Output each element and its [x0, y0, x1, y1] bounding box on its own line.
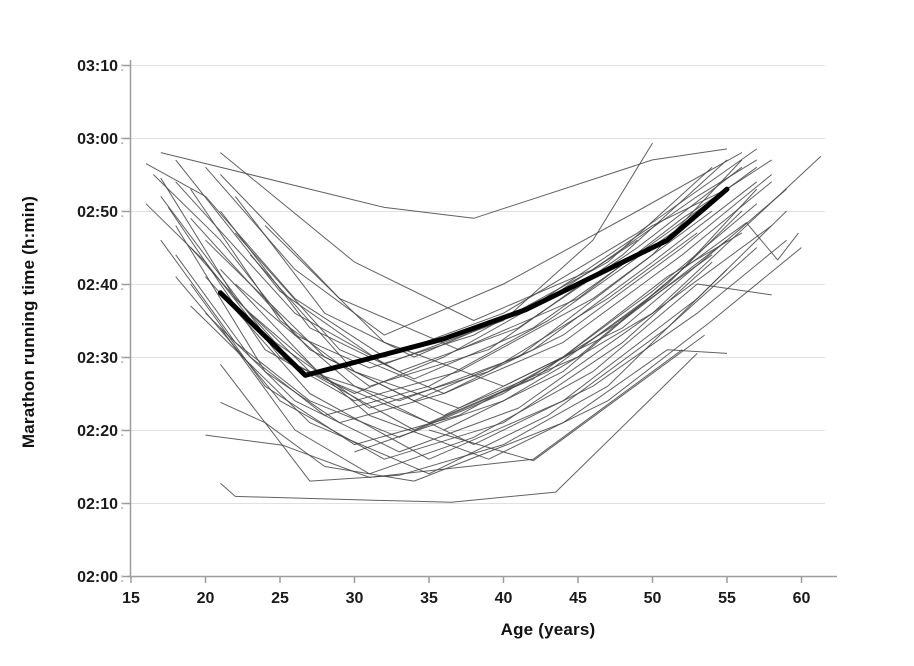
y-tick-label: 02:50: [77, 204, 118, 221]
y-tick-label: 03:10: [77, 58, 118, 75]
runner-line: [249, 188, 758, 409]
x-tick-label: 45: [569, 590, 587, 607]
runner-line: [152, 166, 713, 369]
runner-line: [264, 188, 787, 387]
y-axis-title: Marathon running time (h:min): [19, 195, 38, 449]
x-axis-title: Age (years): [500, 620, 596, 639]
y-tick-label-suffix: :: [120, 205, 124, 220]
runner-line: [190, 247, 758, 475]
runner-line: [220, 353, 698, 503]
runner-line: [160, 196, 698, 409]
y-tick-label-suffix: :: [120, 59, 124, 74]
runner-line: [205, 210, 787, 460]
x-tick-label: 15: [122, 590, 140, 607]
x-tick-label: 25: [271, 590, 289, 607]
y-tick-label-suffix: :: [120, 570, 124, 585]
runner-line: [175, 142, 653, 365]
y-tick-label: 03:00: [77, 131, 118, 148]
runner-line: [160, 239, 728, 438]
y-tick-label: 02:00: [77, 569, 118, 586]
runner-line: [205, 225, 772, 453]
y-tick-label: 02:20: [77, 423, 118, 440]
runner-line: [220, 349, 728, 482]
x-tick-label: 40: [495, 590, 513, 607]
runner-line: [443, 222, 799, 431]
runner-line: [220, 152, 758, 321]
runner-line: [175, 261, 713, 460]
y-tick-label: 02:40: [77, 277, 118, 294]
y-tick-label-suffix: :: [120, 132, 124, 147]
mean-line: [217, 186, 730, 378]
y-tick-label-suffix: :: [120, 351, 124, 366]
runner-line: [220, 166, 758, 380]
runner-line: [428, 334, 705, 462]
y-tick-label-suffix: :: [120, 278, 124, 293]
x-tick-label: 30: [346, 590, 364, 607]
runner-line: [205, 152, 743, 336]
y-tick-label-suffix: :: [120, 424, 124, 439]
runner-line: [234, 239, 787, 446]
y-tick-label: 02:30: [77, 350, 118, 367]
runner-line: [249, 247, 802, 460]
runner-line: [219, 283, 772, 475]
x-tick-label: 35: [420, 590, 438, 607]
runner-line: [234, 181, 773, 394]
x-tick-label: 50: [644, 590, 662, 607]
runner-line: [220, 159, 772, 351]
runner-line: [160, 148, 728, 219]
x-tick-label: 20: [197, 590, 215, 607]
y-tick-label-suffix: :: [120, 497, 124, 512]
runner-line: [220, 269, 728, 482]
y-tick-label: 02:10: [77, 496, 118, 513]
x-tick-label: 60: [793, 590, 811, 607]
x-tick-label: 55: [718, 590, 736, 607]
